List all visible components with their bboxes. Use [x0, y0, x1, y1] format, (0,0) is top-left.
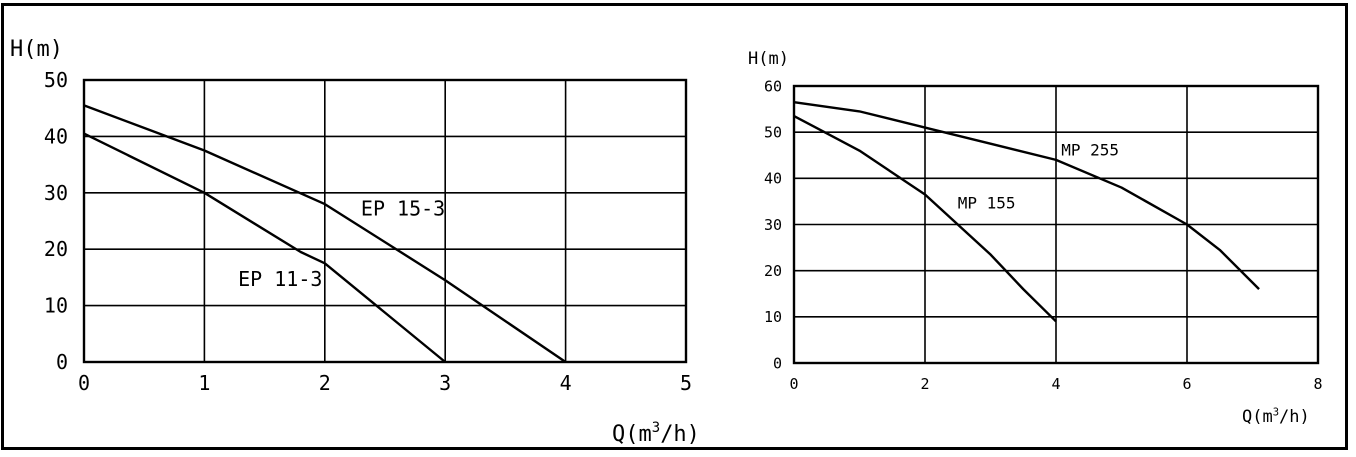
x-tick-label: 0 — [78, 371, 90, 395]
y-tick-label: 10 — [44, 294, 68, 318]
y-tick-label: 30 — [44, 181, 68, 205]
y-tick-label: 20 — [44, 237, 68, 261]
chart-2: 0 10 20 30 40 50 60 0 2 4 6 8 H(m) Q(m3/h) MP 255 MP 15… — [748, 49, 1323, 427]
y-tick-label: 40 — [764, 170, 782, 188]
x-tick-label: 4 — [1051, 375, 1060, 393]
curve-label: MP 155 — [958, 193, 1016, 212]
curve-label: EP 11-3 — [238, 267, 322, 291]
x-tick-label: 3 — [439, 371, 451, 395]
series-line-ep-15-3 — [83, 104, 567, 363]
series-line-mp-155 — [793, 114, 1057, 323]
y-tick-label: 50 — [764, 123, 782, 141]
series-line-mp-255 — [793, 100, 1260, 290]
x-tick-label: 0 — [789, 375, 798, 393]
x-tick-label: 6 — [1182, 375, 1191, 393]
x-axis-label: Q(m3/h) — [1242, 406, 1310, 427]
curve-label: MP 255 — [1061, 140, 1119, 159]
y-tick-label: 50 — [44, 68, 68, 92]
plot-area-border — [82, 78, 688, 364]
x-tick-label: 2 — [920, 375, 929, 393]
y-tick-label: 40 — [44, 124, 68, 148]
y-tick-label: 60 — [764, 77, 782, 95]
plot-area-border — [792, 84, 1320, 365]
y-axis-label: H(m) — [10, 37, 63, 62]
figure-frame — [1, 3, 1348, 450]
series-line-ep-11-3 — [83, 132, 446, 363]
x-tick-label: 4 — [560, 371, 572, 395]
y-tick-label: 10 — [764, 308, 782, 326]
x-tick-label: 8 — [1313, 375, 1322, 393]
y-tick-label: 20 — [764, 262, 782, 280]
x-tick-label: 5 — [680, 371, 692, 395]
y-axis-label: H(m) — [748, 49, 789, 69]
chart-1: 0 10 20 30 40 50 0 1 2 3 4 5 H(m) Q(m3/h) EP 15-3 EP 11… — [10, 37, 700, 447]
y-tick-label: 0 — [56, 350, 68, 374]
x-tick-label: 1 — [198, 371, 210, 395]
curve-label: EP 15-3 — [361, 196, 445, 220]
x-tick-label: 2 — [319, 371, 331, 395]
y-tick-label: 30 — [764, 216, 782, 234]
y-tick-label: 0 — [773, 354, 782, 372]
x-axis-label: Q(m3/h) — [612, 420, 700, 447]
